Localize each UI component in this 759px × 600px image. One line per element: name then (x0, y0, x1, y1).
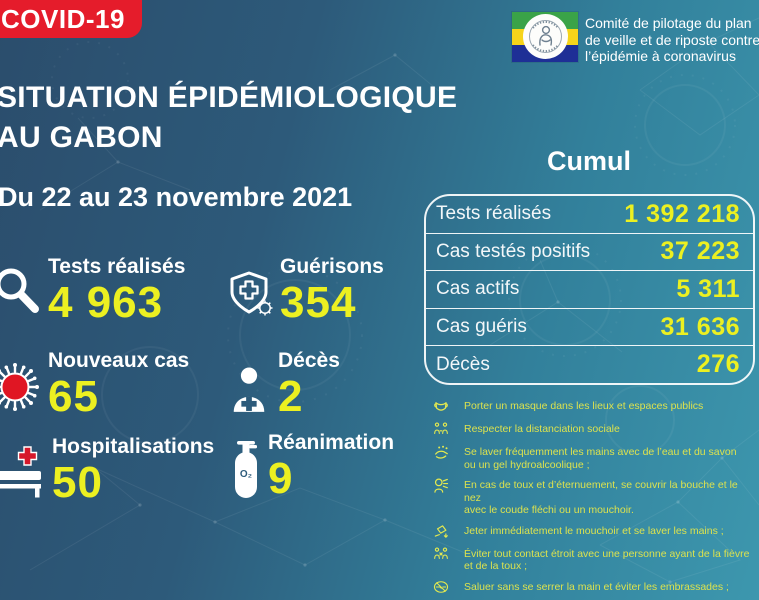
list-item: Porter un masque dans les lieux et espac… (430, 398, 756, 415)
row-label: Cas guéris (436, 316, 527, 338)
person-cross-icon (228, 365, 270, 418)
stat-label: Guérisons (280, 255, 384, 278)
stat-label: Décès (278, 349, 340, 372)
stat-value: 2 (278, 372, 304, 421)
fever-contact-icon (430, 546, 452, 563)
stat-nouveaux-cas: Nouveaux cas 65 (0, 348, 189, 420)
committee-line1: Comité de pilotage du plan (585, 15, 752, 31)
gabon-flag-logo (512, 12, 578, 62)
magnifier-icon (0, 265, 44, 324)
table-row: Cas testés positifs 37 223 (426, 234, 753, 272)
distancing-icon (430, 421, 452, 438)
guideline-text: Se laver fréquemment les mains avec de l… (464, 446, 737, 471)
shield-cross-virus-icon (226, 269, 274, 322)
list-item: Jeter immédiatement le mouchoir et se la… (430, 523, 756, 540)
health-guidelines-list: Porter un masque dans les lieux et espac… (430, 398, 756, 600)
committee-header: Comité de pilotage du plan de veille et … (512, 12, 759, 65)
row-label: Cas actifs (436, 278, 520, 300)
gabon-coat-of-arms (523, 14, 568, 59)
report-period: Du 22 au 23 novembre 2021 (0, 182, 353, 212)
oxygen-tank-icon: O₂ (230, 437, 262, 506)
stat-value: 354 (280, 278, 357, 327)
row-label: Décès (436, 353, 490, 375)
stat-label: Réanimation (268, 431, 395, 454)
virus-icon (0, 359, 42, 420)
handwash-icon (430, 444, 452, 461)
list-item: Respecter la distanciation sociale (430, 421, 756, 438)
no-handshake-icon (430, 579, 452, 596)
committee-line3: l’épidémie à coronavirus (585, 48, 736, 64)
guideline-text: Porter un masque dans les lieux et espac… (464, 400, 704, 412)
table-row: Cas guéris 31 636 (426, 309, 753, 347)
table-row: Tests réalisés 1 392 218 (426, 196, 753, 234)
row-value: 5 311 (676, 274, 740, 303)
cumulative-title: Cumul (547, 146, 631, 176)
banner-label: COVID-19 (1, 4, 125, 34)
list-item: En cas de toux et d’éternuement, se couv… (430, 477, 756, 517)
row-label: Cas testés positifs (436, 240, 591, 262)
covid19-banner: COVID-19 (0, 0, 142, 38)
stat-hospitalisations: Hospitalisations 50 (0, 434, 214, 506)
guideline-text: Éviter tout contact étroit avec une pers… (464, 547, 750, 573)
throw-tissue-icon (430, 523, 452, 540)
stat-guerisons: Guérisons 354 (226, 254, 384, 326)
stat-value: 4 963 (48, 278, 164, 327)
guideline-text: Jeter immédiatement le mouchoir et se la… (464, 524, 724, 537)
stat-reanimation: O₂ Réanimation 9 (230, 430, 394, 502)
stat-label: Hospitalisations (52, 435, 215, 458)
row-value: 1 392 218 (624, 199, 740, 228)
stat-deces: Décès 2 (228, 348, 340, 420)
row-value: 31 636 (660, 312, 740, 341)
list-item: Se laver fréquemment les mains avec de l… (430, 444, 756, 471)
row-value: 276 (696, 350, 740, 379)
list-item: Saluer sans se serrer la main et éviter … (430, 579, 756, 596)
committee-line2: de veille et de riposte contre (585, 31, 759, 48)
hospital-bed-icon (0, 443, 46, 506)
guideline-text: Respecter la distanciation sociale (464, 423, 620, 435)
svg-text:O₂: O₂ (240, 469, 252, 480)
stat-label: Tests réalisés (48, 255, 186, 278)
stat-tests-realises: Tests réalisés 4 963 (0, 254, 185, 326)
list-item: Éviter tout contact étroit avec une pers… (430, 546, 756, 573)
row-value: 37 223 (660, 237, 740, 266)
table-row: Décès 276 (426, 346, 753, 383)
table-row: Cas actifs 5 311 (426, 271, 753, 309)
stat-value: 50 (52, 458, 103, 507)
mask-icon (430, 398, 452, 415)
guideline-text: En cas de toux et d’éternuement, se couv… (464, 479, 738, 516)
stat-value: 9 (268, 454, 294, 503)
sneeze-icon (430, 477, 452, 494)
committee-name: Comité de pilotage du plan de veille et … (585, 12, 759, 65)
page-title: SITUATION ÉPIDÉMIOLOGIQUE AU GABON (0, 78, 457, 158)
page-title-line2: AU GABON (0, 121, 163, 154)
cumulative-table: Tests réalisés 1 392 218 Cas testés posi… (424, 194, 755, 385)
row-label: Tests réalisés (436, 203, 552, 225)
guideline-text: Saluer sans se serrer la main et éviter … (464, 580, 729, 593)
stat-label: Nouveaux cas (48, 349, 190, 372)
stat-value: 65 (48, 372, 99, 421)
page-title-line1: SITUATION ÉPIDÉMIOLOGIQUE (0, 81, 458, 114)
